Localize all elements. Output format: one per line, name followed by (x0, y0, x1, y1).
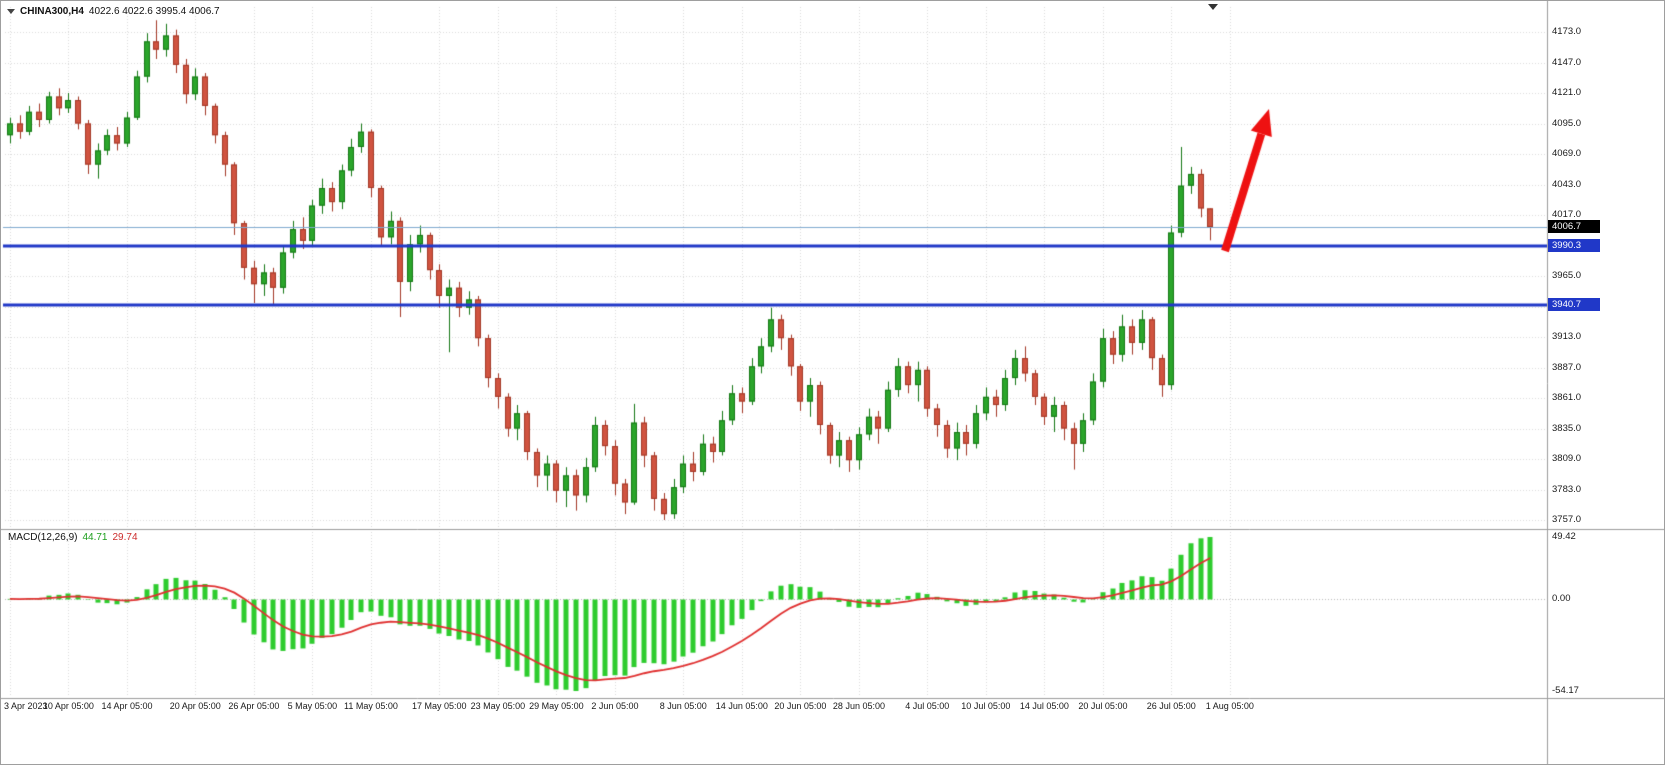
time-axis-label: 23 May 05:00 (470, 701, 526, 711)
macd-tick-label: 49.42 (1552, 531, 1576, 542)
chart-title-overlay: CHINA300,H4 4022.6 4022.6 3995.4 4006.7 (7, 6, 220, 17)
chart-shift-marker[interactable] (1208, 4, 1218, 10)
time-axis-label: 20 Jun 05:00 (774, 701, 827, 711)
time-axis-label: 26 Jul 05:00 (1146, 701, 1196, 711)
time-axis-label: 14 Jun 05:00 (715, 701, 768, 711)
price-tick-label: 3783.0 (1552, 483, 1582, 495)
time-axis-label: 5 May 05:00 (287, 701, 338, 711)
ohlc-values: 4022.6 4022.6 3995.4 4006.7 (88, 6, 220, 17)
price-tick-label: 4173.0 (1552, 26, 1582, 37)
time-axis-label: 1 Aug 05:00 (1205, 701, 1254, 711)
time-axis-label: 29 May 05:00 (529, 701, 584, 711)
hline-price-badge-lower: 3940.7 (1548, 297, 1600, 311)
price-tick-label: 4069.0 (1552, 148, 1582, 159)
macd-tick-label: -54.17 (1552, 685, 1579, 696)
price-tick-label: 4147.0 (1552, 56, 1582, 68)
price-tick-label: 4043.0 (1552, 178, 1582, 190)
hline-price-badge-upper: 3990.3 (1548, 239, 1600, 253)
symbol-period-label: CHINA300,H4 (20, 6, 84, 17)
price-tick-label: 3809.0 (1552, 453, 1582, 464)
time-axis-label: 28 Jun 05:00 (832, 701, 885, 711)
price-tick-label: 4017.0 (1552, 209, 1582, 220)
time-axis-label: 17 May 05:00 (412, 701, 467, 711)
macd-indicator-label: MACD(12,26,9) 44.71 29.74 (8, 532, 138, 543)
price-tick-label: 3887.0 (1552, 361, 1582, 373)
time-axis-label: 4 Jul 05:00 (905, 701, 950, 711)
time-axis-label: 10 Jul 05:00 (961, 701, 1011, 711)
time-axis-label: 10 Apr 05:00 (42, 701, 94, 711)
time-axis-label: 11 May 05:00 (344, 701, 398, 711)
macd-signal-value: 29.74 (112, 532, 138, 543)
time-axis-label: 2 Jun 05:00 (591, 701, 639, 711)
time-axis-label: 14 Apr 05:00 (101, 701, 153, 711)
macd-main-value: 44.71 (82, 532, 108, 543)
time-axis-label: 20 Jul 05:00 (1078, 701, 1128, 711)
price-tick-label: 3913.0 (1552, 331, 1582, 342)
price-tick-label: 4121.0 (1552, 87, 1582, 98)
symbol-dropdown-icon[interactable] (7, 9, 15, 14)
price-tick-label: 4095.0 (1552, 117, 1582, 129)
time-axis-label: 3 Apr 2023 (4, 701, 48, 711)
time-axis-label: 26 Apr 05:00 (228, 701, 280, 711)
price-tick-label: 3861.0 (1552, 392, 1582, 403)
macd-name: MACD(12,26,9) (8, 532, 78, 543)
time-axis-label: 8 Jun 05:00 (659, 701, 707, 711)
current-price-badge: 4006.7 (1548, 220, 1600, 234)
price-tick-label: 3835.0 (1552, 422, 1582, 434)
time-axis-label: 20 Apr 05:00 (169, 701, 221, 711)
macd-tick-label: 0.00 (1552, 592, 1571, 604)
price-tick-label: 3757.0 (1552, 514, 1582, 525)
time-axis-label: 14 Jul 05:00 (1019, 701, 1069, 711)
price-tick-label: 3965.0 (1552, 270, 1582, 281)
